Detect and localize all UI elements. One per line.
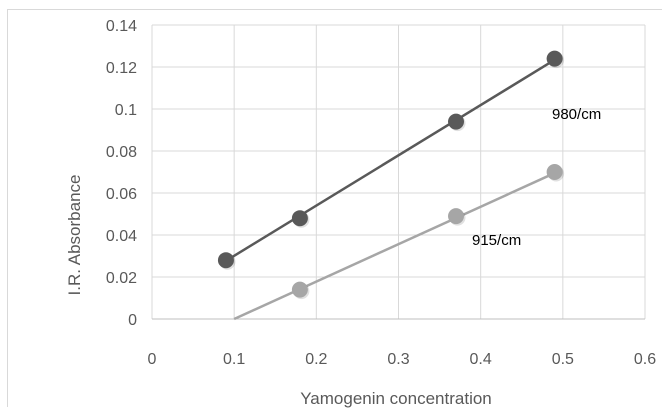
y-tick-label: 0.12: [106, 60, 137, 77]
data-point: [546, 50, 563, 67]
x-tick-label: 0.1: [223, 351, 245, 368]
y-tick-label: 0.02: [106, 270, 137, 287]
trendlines: [225, 58, 556, 321]
chart-frame: [7, 9, 662, 407]
x-tick-label: 0.5: [552, 351, 574, 368]
y-tick-label: 0.1: [115, 102, 137, 119]
x-axis-title: Yamogenin concentration: [300, 389, 492, 408]
data-point: [217, 252, 234, 269]
series-label-980: 980/cm: [552, 106, 601, 123]
x-tick-label: 0.2: [305, 351, 327, 368]
data-point: [448, 113, 465, 130]
data-point: [291, 210, 308, 227]
data-point: [448, 208, 465, 225]
trendline-series-0: [225, 58, 556, 262]
y-tick-labels: 0 0.02 0.04 0.06 0.08 0.1 0.12 0.14: [106, 18, 137, 329]
series-label-915: 915/cm: [472, 232, 521, 249]
y-axis-title: I.R. Absorbance: [65, 175, 84, 296]
y-tick-label: 0: [128, 312, 137, 329]
x-tick-label: 0.4: [470, 351, 492, 368]
y-tick-label: 0.08: [106, 144, 137, 161]
x-tick-label: 0.3: [387, 351, 409, 368]
trendline-series-1: [233, 171, 556, 321]
y-tick-label: 0.06: [106, 186, 137, 203]
data-points: [217, 50, 565, 300]
gridlines: [152, 24, 646, 319]
x-tick-label: 0.6: [634, 351, 656, 368]
data-point: [291, 281, 308, 298]
y-tick-label: 0.14: [106, 18, 137, 35]
x-tick-label: 0: [148, 351, 157, 368]
y-tick-label: 0.04: [106, 228, 137, 245]
x-tick-labels: 0 0.1 0.2 0.3 0.4 0.5 0.6: [148, 351, 657, 368]
data-point: [546, 164, 563, 180]
